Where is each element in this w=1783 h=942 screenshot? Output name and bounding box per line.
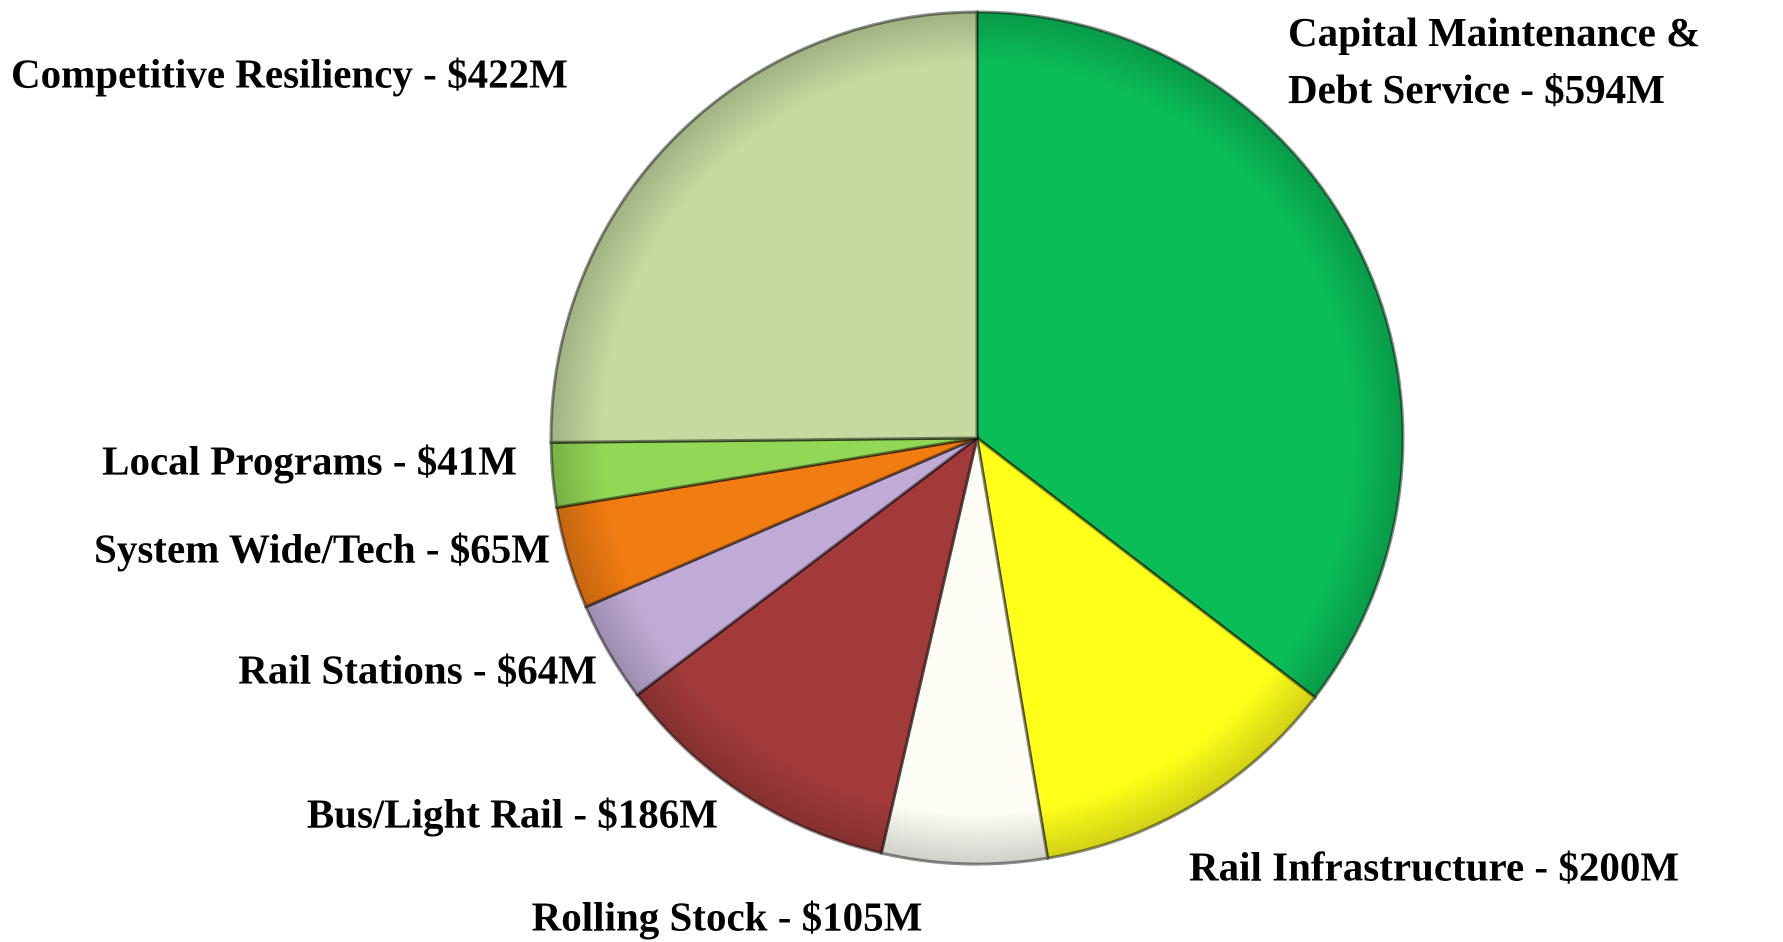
slice-label: System Wide/Tech - $65M bbox=[94, 525, 550, 571]
label-line: Capital Maintenance & bbox=[1288, 9, 1700, 55]
slice-label: Competitive Resiliency - $422M bbox=[11, 50, 568, 96]
label-line: Debt Service - $594M bbox=[1288, 66, 1665, 112]
slice-label: Rolling Stock - $105M bbox=[532, 893, 923, 939]
slice-label: Rail Infrastructure - $200M bbox=[1189, 843, 1679, 889]
slice-label: Bus/Light Rail - $186M bbox=[307, 790, 718, 836]
slice-label: Capital Maintenance & Debt Service - $594… bbox=[1288, 9, 1700, 112]
slice-label: Rail Stations - $64M bbox=[238, 646, 597, 692]
slice-label: Local Programs - $41M bbox=[102, 437, 517, 483]
pie-slice bbox=[549, 10, 979, 444]
